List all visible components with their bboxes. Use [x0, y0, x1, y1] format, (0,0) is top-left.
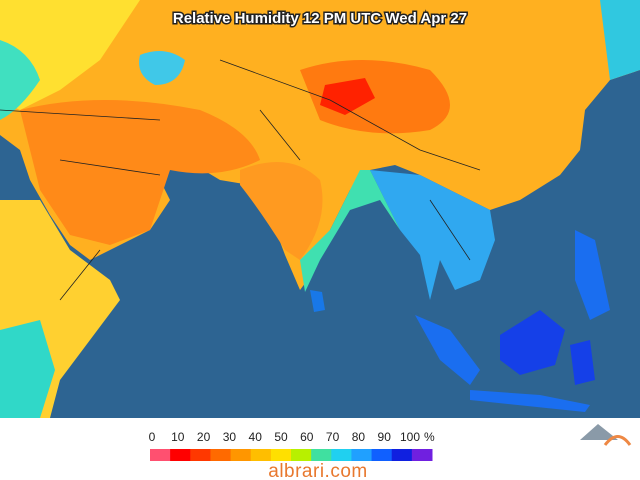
legend-swatch — [331, 449, 352, 461]
borders — [0, 59, 481, 301]
map-title: Relative Humidity 12 PM UTC Wed Apr 27 — [173, 10, 467, 27]
wet-west — [0, 40, 40, 120]
legend-swatch — [150, 449, 171, 461]
legend-tick: 100 — [400, 430, 420, 444]
philippines — [575, 230, 610, 320]
se-asia — [370, 170, 495, 300]
legend-tick: 20 — [197, 430, 211, 444]
legend-unit: % — [424, 430, 435, 444]
sulawesi — [570, 340, 595, 385]
legend-swatch — [291, 449, 312, 461]
africa-wet — [0, 320, 55, 418]
legend-swatch — [210, 449, 232, 461]
map — [0, 0, 640, 418]
arabia-dry — [20, 100, 260, 245]
logo — [580, 424, 632, 446]
legend-tick: 80 — [352, 430, 366, 444]
java — [470, 390, 590, 412]
legend-tick: 40 — [249, 430, 263, 444]
legend-tick: 60 — [300, 430, 314, 444]
site-name: albrari.com — [268, 461, 367, 480]
legend-swatch — [351, 449, 373, 461]
caspian-zone — [139, 51, 185, 85]
legend-tick: 30 — [223, 430, 237, 444]
legend-tick: 90 — [378, 430, 392, 444]
legend-swatch — [411, 449, 433, 461]
india-dry — [240, 162, 323, 260]
sri-lanka — [310, 290, 325, 312]
legend-tick: 0 — [149, 430, 156, 444]
india-coast — [300, 170, 400, 292]
legend-tick: 50 — [274, 430, 288, 444]
legend-swatch — [391, 449, 413, 461]
legend-swatch — [170, 449, 191, 461]
legend-swatch — [250, 449, 272, 461]
sumatra — [415, 315, 480, 385]
legend-swatch — [190, 449, 211, 461]
borneo — [500, 310, 565, 375]
legend-swatch — [230, 449, 252, 461]
legend: 0 10 20 30 40 50 60 70 80 90 100% — [149, 430, 435, 461]
legend-swatch — [311, 449, 332, 461]
wet-ne — [600, 0, 640, 80]
legend-tick: 10 — [171, 430, 185, 444]
legend-swatch — [270, 449, 292, 461]
legend-swatch — [371, 449, 393, 461]
legend-tick: 70 — [326, 430, 340, 444]
dry-zone — [300, 60, 450, 134]
driest-zone — [320, 78, 375, 115]
